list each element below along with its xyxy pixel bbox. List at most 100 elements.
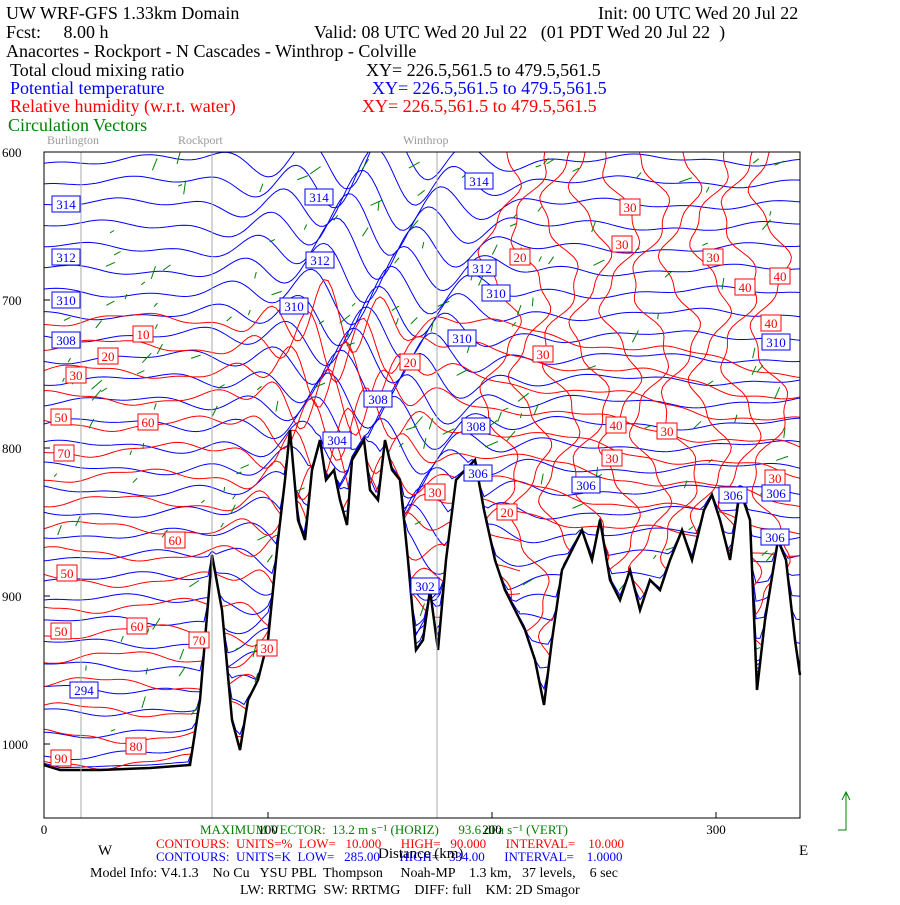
east-label: E	[799, 843, 808, 859]
label-text: 30	[616, 237, 629, 252]
contour-label: 306	[761, 529, 789, 545]
label-text: 90	[55, 751, 68, 766]
max-vector: MAXIMUM VECTOR: 13.2 m s⁻¹ (HORIZ) 93.6 …	[200, 822, 568, 837]
contour-label: 308	[462, 418, 490, 434]
contour-label: 306	[464, 465, 492, 481]
label-text: 308	[466, 419, 486, 434]
contour-label: 306	[762, 485, 790, 501]
x-tick-label: 300	[706, 822, 726, 837]
label-text: 308	[56, 333, 76, 348]
contour-label: 60	[127, 618, 147, 634]
contour-label: 20	[497, 504, 517, 520]
contour-label: 10	[133, 326, 153, 342]
label-text: 314	[309, 190, 329, 205]
contour-label: 30	[620, 199, 640, 215]
label-text: 308	[368, 392, 388, 407]
label-text: 306	[765, 530, 785, 545]
contour-label: 30	[425, 484, 445, 500]
x-axis-label: Distance (km)	[378, 846, 463, 862]
label-text: 312	[310, 253, 330, 268]
contour-label: 40	[770, 268, 790, 284]
label-text: 312	[472, 261, 492, 276]
contour-label: 306	[719, 487, 747, 503]
contour-label: 314	[465, 173, 493, 189]
label-text: 60	[169, 533, 182, 548]
label-text: 60	[142, 415, 155, 430]
label-text: 30	[769, 471, 782, 486]
label-text: 80	[130, 739, 143, 754]
label-text: 30	[429, 485, 442, 500]
y-tick-label: 800	[2, 441, 22, 456]
contour-label: 310	[448, 330, 476, 346]
y-tick-label: 600	[2, 145, 22, 160]
label-text: 30	[661, 424, 674, 439]
contour-label: 40	[606, 417, 626, 433]
field-xy: XY= 226.5,561.5 to 479.5,561.5	[362, 96, 597, 116]
init-time: Init: 00 UTC Wed 20 Jul 22	[598, 3, 798, 23]
contour-label: 30	[66, 367, 86, 383]
contour-label: 312	[468, 260, 496, 276]
contour-label: 312	[52, 249, 80, 265]
label-text: 50	[55, 624, 68, 639]
contour-label: 306	[572, 477, 600, 493]
contour-label: 312	[306, 252, 334, 268]
contour-label: 308	[364, 391, 392, 407]
contour-label: 40	[761, 315, 781, 331]
contour-label: 310	[280, 298, 308, 314]
forecast-hour: Fcst: 8.00 h	[6, 22, 109, 42]
label-text: 304	[327, 433, 347, 448]
contour-label: 50	[51, 623, 71, 639]
label-text: 312	[56, 250, 76, 265]
label-text: 302	[415, 579, 435, 594]
contour-label: 30	[612, 236, 632, 252]
contour-label: 30	[765, 470, 785, 486]
circulation-vector	[143, 443, 144, 449]
x-tick-label: 100	[258, 822, 278, 837]
y-tick-label: 1000	[2, 737, 28, 752]
label-text: 310	[284, 299, 304, 314]
location-label: Winthrop	[403, 133, 449, 147]
label-text: 40	[610, 418, 623, 433]
label-text: 20	[404, 355, 417, 370]
x-tick-label: 200	[482, 822, 502, 837]
label-text: 40	[765, 316, 778, 331]
field-name: Circulation Vectors	[8, 115, 147, 135]
label-text: 310	[766, 335, 786, 350]
contour-label: 40	[735, 279, 755, 295]
label-text: 20	[102, 349, 115, 364]
label-text: 20	[501, 505, 514, 520]
location-label: Burlington	[47, 133, 99, 147]
contour-label: 302	[411, 578, 439, 594]
label-text: 50	[55, 410, 68, 425]
field-name: Potential temperature	[10, 78, 164, 98]
label-text: 40	[774, 269, 787, 284]
contour-label: 310	[52, 292, 80, 308]
x-tick-label: 0	[41, 822, 48, 837]
location-label: Rockport	[178, 133, 223, 147]
y-tick-label: 900	[2, 589, 22, 604]
valid-time: Valid: 08 UTC Wed 20 Jul 22 (01 PDT Wed …	[314, 22, 725, 43]
contour-label: 80	[126, 738, 146, 754]
label-text: 30	[624, 200, 637, 215]
contour-label: 50	[51, 409, 71, 425]
label-text: 310	[486, 286, 506, 301]
contour-label: 60	[138, 414, 158, 430]
label-text: 306	[766, 486, 786, 501]
contour-label: 30	[657, 423, 677, 439]
label-text: 310	[56, 293, 76, 308]
contour-label: 30	[533, 346, 553, 362]
label-text: 70	[58, 446, 71, 461]
label-text: 306	[723, 488, 743, 503]
label-text: 314	[469, 174, 489, 189]
field-xy: XY= 226.5,561.5 to 479.5,561.5	[366, 60, 601, 80]
contour-label: 20	[400, 354, 420, 370]
label-text: 30	[70, 368, 83, 383]
contour-label: 20	[98, 348, 118, 364]
label-text: 70	[193, 633, 206, 648]
label-text: 306	[468, 466, 488, 481]
contour-label: 90	[51, 750, 71, 766]
label-text: 30	[261, 641, 274, 656]
label-text: 306	[576, 478, 596, 493]
y-tick-label: 700	[2, 293, 22, 308]
